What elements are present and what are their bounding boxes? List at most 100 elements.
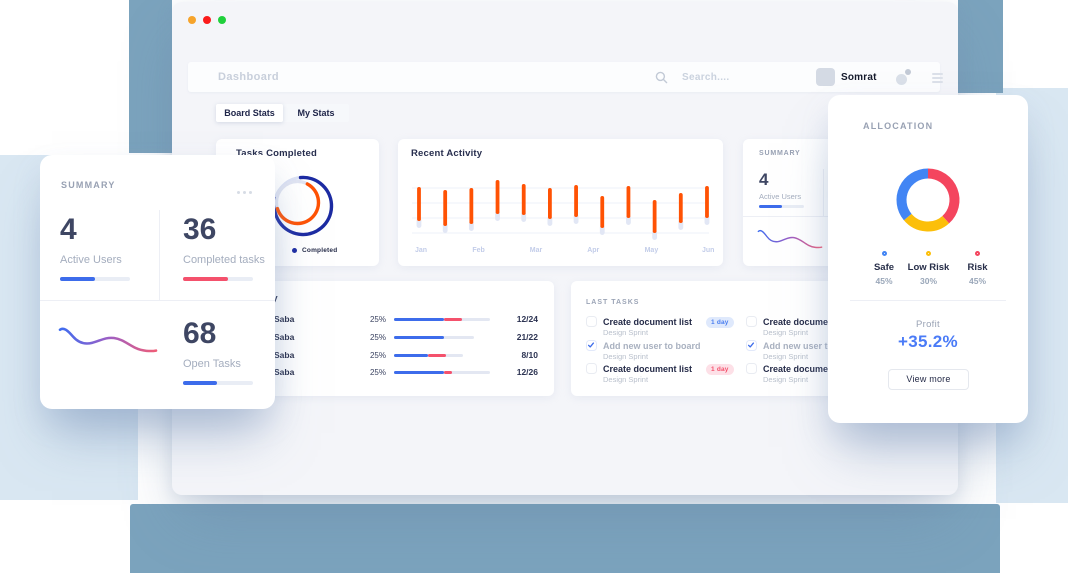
window-control-zoom[interactable]	[218, 16, 226, 24]
search-icon[interactable]	[655, 71, 668, 84]
row-name: Saba	[274, 332, 295, 342]
allocation-divider	[850, 300, 1006, 301]
last-tasks-title: LAST TASKS	[586, 299, 640, 306]
last-tasks-list: Create document list Design Sprint 1 day Ad…	[571, 281, 914, 396]
summary-title: SUMMARY	[61, 180, 116, 190]
stat-progress	[759, 205, 804, 208]
user-avatar[interactable]	[816, 68, 835, 86]
stat-value: 36	[183, 213, 217, 246]
donut-legend: Completed	[292, 247, 337, 254]
row-name: Saba	[274, 349, 295, 360]
row-name: Saba	[274, 367, 295, 377]
legend-label: Safe	[873, 262, 895, 273]
decor-top-right-block	[958, 0, 1003, 93]
menu-dot	[248, 190, 253, 194]
row-progress-blue	[394, 371, 444, 374]
window-control-close[interactable]	[203, 16, 211, 24]
topbar: Dashboard Search.... Somrat	[188, 62, 943, 92]
tab-my-stats[interactable]: My Stats	[297, 108, 335, 118]
stats-tabs: Board Stats My Stats	[216, 104, 349, 122]
stat-label: Active Users	[759, 192, 802, 201]
floating-summary-card: SUMMARY 4 Active Users 36 Completed tasks 68 O…	[40, 155, 275, 409]
task-badge: 1 day	[706, 317, 734, 328]
tasks-completed-donut	[272, 175, 334, 237]
decor-top-left-block	[129, 0, 172, 153]
legend-ring-icon	[926, 251, 931, 256]
menu-dot	[236, 190, 241, 194]
stat-progress	[60, 277, 130, 281]
profit-label: Profit	[916, 319, 940, 330]
recent-activity-title: Recent Activity	[411, 148, 483, 159]
task-subtitle: Design Sprint	[763, 375, 809, 384]
task-title: Create document list	[763, 364, 853, 374]
legend-value: 45%	[875, 276, 893, 286]
checkbox-checked[interactable]	[746, 340, 757, 351]
stat-label: Open Tasks	[183, 358, 241, 370]
table-row[interactable]: Saba 25% 12/26	[216, 366, 554, 380]
menu-icon[interactable]	[932, 73, 943, 85]
row-name: Saba	[274, 314, 295, 324]
checkbox-unchecked[interactable]	[746, 316, 757, 327]
window-control-minimize[interactable]	[188, 16, 196, 24]
legend-label: Completed	[302, 247, 338, 254]
row-date: 21/22	[516, 332, 538, 342]
task-title: Add new user to board	[763, 341, 861, 351]
search-input[interactable]: Search....	[682, 72, 730, 83]
more-options-icon[interactable]	[234, 181, 253, 199]
laptop-base	[130, 504, 1000, 573]
checkbox-checked[interactable]	[586, 340, 597, 351]
summary-divider-vertical	[822, 169, 824, 216]
menu-dot	[242, 190, 247, 194]
task-title: Create document list	[603, 364, 693, 374]
row-percent: 25%	[369, 350, 386, 360]
table-row[interactable]: Saba 25% 21/22	[216, 331, 554, 345]
row-date: 8/10	[521, 349, 538, 360]
month-label: Jun	[702, 247, 715, 254]
task-badge: 1 day	[706, 364, 734, 375]
checkbox-unchecked[interactable]	[586, 316, 597, 327]
row-progress-blue	[394, 353, 428, 357]
notification-circle	[896, 74, 907, 85]
row-progress-blue	[394, 318, 444, 321]
stat-value: 68	[183, 317, 217, 350]
task-subtitle: Design Sprint	[603, 352, 649, 361]
user-name: Somrat	[841, 72, 877, 83]
notification-dot	[905, 69, 911, 75]
allocation-donut	[896, 168, 960, 232]
task-title: Create document list	[763, 317, 853, 327]
checkbox-unchecked[interactable]	[746, 363, 757, 374]
stat-progress	[183, 277, 253, 281]
summary-wave-chart	[757, 229, 823, 249]
notification-icon[interactable]	[896, 68, 914, 86]
menu-line	[932, 81, 943, 83]
row-date: 12/24	[516, 314, 538, 324]
tab-board-stats[interactable]: Board Stats	[216, 104, 283, 122]
legend-label: Low Risk	[907, 262, 950, 273]
stat-label: Active Users	[60, 254, 122, 266]
month-label: Apr	[587, 247, 600, 254]
menu-line	[932, 73, 943, 75]
task-subtitle: Design Sprint	[763, 328, 809, 337]
legend-dot	[292, 248, 297, 253]
row-percent: 25%	[369, 315, 386, 324]
task-title: Create document list	[603, 317, 693, 327]
recent-activity-chart: Jan Feb Mar Apr May Jun	[398, 139, 723, 266]
legend-value: 45%	[968, 276, 986, 286]
legend-value: 30%	[919, 276, 937, 286]
table-row[interactable]: Saba 25% 8/10	[216, 349, 554, 363]
stat-progress-fill	[759, 205, 782, 208]
row-progress-red	[444, 371, 452, 374]
row-progress-blue	[394, 336, 444, 339]
summary-divider-vertical	[158, 210, 160, 300]
table-row[interactable]: Saba 25% 12/24	[216, 313, 554, 327]
legend-ring-icon	[881, 251, 887, 256]
recent-activity-card: Recent Activity Jan Feb Mar Apr May Jun	[398, 139, 723, 266]
legend-ring-icon	[975, 251, 980, 256]
row-progress-red	[428, 353, 446, 357]
stat-progress-fill	[60, 277, 95, 281]
tasks-completed-title: Tasks Completed	[236, 148, 317, 159]
checkbox-unchecked[interactable]	[586, 363, 597, 374]
view-more-button[interactable]: View more	[888, 369, 969, 390]
month-label: Feb	[472, 247, 485, 254]
